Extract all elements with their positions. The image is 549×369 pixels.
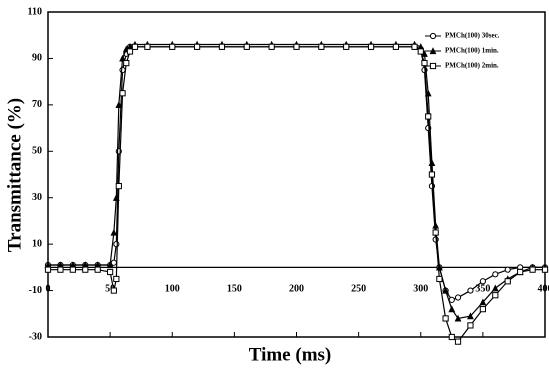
y-tick-label: 50 bbox=[32, 146, 42, 157]
marker bbox=[425, 113, 432, 120]
marker bbox=[126, 48, 134, 55]
marker bbox=[504, 266, 511, 273]
marker bbox=[343, 43, 350, 50]
marker bbox=[479, 298, 487, 306]
marker bbox=[429, 62, 437, 70]
marker bbox=[392, 43, 399, 50]
marker bbox=[106, 261, 114, 269]
marker bbox=[541, 266, 549, 273]
marker bbox=[119, 54, 126, 62]
marker bbox=[82, 266, 89, 273]
marker bbox=[57, 266, 64, 273]
marker bbox=[293, 43, 300, 50]
x-tick-label: 150 bbox=[227, 284, 242, 295]
y-tick-label: 70 bbox=[32, 99, 42, 110]
marker bbox=[432, 229, 439, 236]
marker bbox=[491, 284, 499, 292]
marker bbox=[429, 32, 437, 40]
marker bbox=[131, 43, 139, 50]
x-tick-label: 350 bbox=[475, 284, 490, 295]
marker bbox=[112, 193, 120, 201]
x-tick-label: 50 bbox=[105, 284, 115, 295]
marker bbox=[115, 183, 122, 190]
marker bbox=[367, 43, 375, 50]
marker bbox=[110, 259, 117, 266]
marker bbox=[467, 322, 474, 329]
marker bbox=[448, 333, 455, 341]
marker bbox=[115, 101, 123, 108]
x-tick-label: 0 bbox=[46, 284, 51, 295]
marker bbox=[113, 275, 120, 283]
marker bbox=[429, 47, 437, 55]
y-tick-label: 10 bbox=[32, 238, 42, 249]
y-tick-label: 110 bbox=[28, 6, 42, 17]
marker bbox=[428, 171, 436, 178]
marker bbox=[194, 43, 201, 50]
marker bbox=[144, 43, 151, 50]
marker bbox=[467, 312, 474, 320]
x-tick-label: 300 bbox=[413, 284, 428, 295]
y-tick-label: -10 bbox=[29, 285, 42, 296]
y-tick-label: 90 bbox=[32, 53, 42, 64]
marker bbox=[119, 66, 126, 74]
marker bbox=[218, 43, 226, 50]
marker bbox=[417, 48, 424, 55]
marker bbox=[454, 294, 462, 301]
marker bbox=[442, 286, 450, 294]
marker bbox=[517, 268, 524, 276]
legend-label: PMCh(100) 2min. bbox=[445, 62, 499, 70]
marker bbox=[492, 292, 499, 299]
series-line bbox=[48, 46, 545, 301]
marker bbox=[169, 43, 176, 50]
marker bbox=[113, 241, 120, 248]
x-tick-label: 250 bbox=[351, 284, 366, 295]
marker bbox=[448, 296, 455, 303]
x-tick-label: 200 bbox=[289, 284, 304, 295]
y-axis-label: Transmittance (%) bbox=[4, 98, 25, 252]
marker bbox=[110, 287, 117, 294]
marker bbox=[123, 59, 130, 67]
x-axis-label: Time (ms) bbox=[249, 344, 332, 365]
legend-label: PMCh(100) 1min. bbox=[445, 47, 499, 55]
y-tick-label: -30 bbox=[29, 331, 42, 342]
marker bbox=[529, 266, 536, 273]
marker bbox=[421, 59, 428, 67]
marker bbox=[94, 266, 101, 273]
legend-label: PMCh(100) 30sec. bbox=[445, 32, 500, 40]
marker bbox=[436, 275, 443, 283]
marker bbox=[467, 287, 474, 294]
marker bbox=[243, 43, 250, 50]
y-tick-label: 30 bbox=[32, 192, 42, 203]
marker bbox=[454, 338, 462, 345]
marker bbox=[492, 271, 499, 278]
marker bbox=[454, 314, 462, 322]
marker bbox=[442, 315, 449, 322]
marker bbox=[69, 266, 76, 273]
marker bbox=[44, 266, 52, 273]
marker bbox=[268, 43, 275, 50]
marker bbox=[479, 306, 486, 313]
x-tick-label: 400 bbox=[538, 284, 549, 295]
marker bbox=[110, 228, 118, 236]
marker bbox=[479, 278, 486, 285]
marker bbox=[318, 43, 325, 50]
series-line bbox=[48, 43, 545, 320]
marker bbox=[448, 305, 456, 313]
marker bbox=[119, 90, 126, 97]
marker bbox=[107, 268, 114, 276]
x-tick-label: 100 bbox=[165, 284, 180, 295]
marker bbox=[504, 278, 511, 285]
marker bbox=[411, 43, 418, 50]
